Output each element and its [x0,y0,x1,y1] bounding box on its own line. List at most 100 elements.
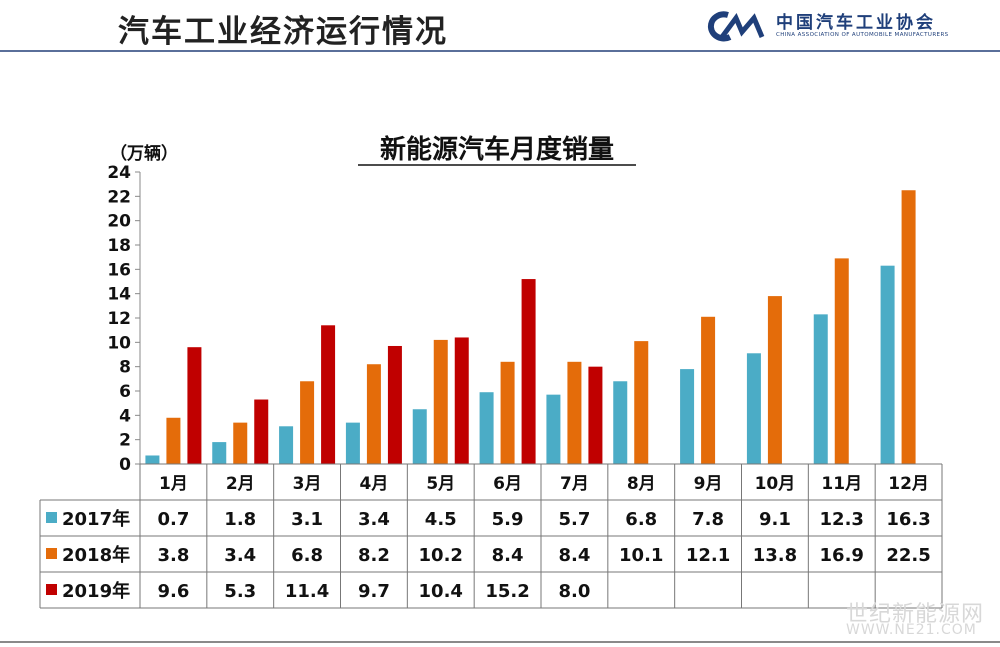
bar-2017 [479,392,494,464]
x-tick-label: 6月 [493,474,522,494]
data-label: 7.8 [692,509,724,530]
bar-2018 [500,361,515,464]
y-tick-label: 8 [119,358,131,378]
page-title: 汽车工业经济运行情况 [118,14,448,50]
x-tick-label: 5月 [426,474,455,494]
x-tick-label: 2月 [226,474,255,494]
data-label: 10.1 [619,545,663,566]
y-tick-label: 0 [119,455,131,475]
data-label: 8.0 [558,581,590,602]
data-label: 22.5 [886,545,930,566]
bar-2017 [212,442,227,464]
x-tick-label: 8月 [627,474,656,494]
logo-chinese-text: 中国汽车工业协会 [776,13,936,33]
data-label: 8.4 [558,545,590,566]
data-label: 12.3 [820,509,864,530]
x-tick-label: 4月 [359,474,388,494]
legend-label: 2017年 [62,508,130,530]
data-label: 11.4 [285,581,329,602]
x-tick-label: 7月 [560,474,589,494]
bar-2018 [701,316,716,464]
bar-2019 [187,347,202,464]
data-label: 8.4 [492,545,524,566]
y-tick-label: 4 [119,406,131,426]
data-label: 8.2 [358,545,390,566]
data-label: 1.8 [224,509,256,530]
data-label: 0.7 [157,509,189,530]
chart-title: 新能源汽车月度销量 [380,134,614,165]
data-label: 9.6 [157,581,189,602]
bar-2018 [366,364,381,464]
legend-swatch-2018 [46,548,57,559]
x-tick-label: 3月 [293,474,322,494]
bar-2019 [321,325,336,464]
bar-2017 [746,353,761,464]
data-label: 12.1 [686,545,730,566]
bar-2018 [634,341,649,464]
bar-2019 [387,345,402,464]
bar-2017 [880,265,895,464]
x-tick-label: 12月 [888,474,929,494]
data-label: 3.1 [291,509,323,530]
legend-swatch-2019 [46,584,57,595]
bar-2018 [767,296,782,464]
legend-swatch-2017 [46,512,57,523]
bar-2018 [300,381,315,464]
bar-2018 [901,190,916,464]
data-label: 6.8 [625,509,657,530]
y-tick-label: 16 [107,260,131,280]
data-label: 13.8 [753,545,797,566]
data-label: 3.4 [224,545,256,566]
x-tick-label: 1月 [159,474,188,494]
bar-2017 [279,426,294,464]
data-label: 15.2 [485,581,529,602]
x-tick-label: 10月 [755,474,796,494]
logo-english-text: CHINA ASSOCIATION OF AUTOMOBILE MANUFACT… [776,32,949,38]
data-label: 16.3 [886,509,930,530]
bar-2017 [412,409,427,464]
y-tick-label: 10 [107,333,131,353]
data-label: 10.2 [419,545,463,566]
bar-2017 [680,369,695,464]
data-label: 6.8 [291,545,323,566]
y-axis-label: （万辆） [110,143,178,164]
bar-2017 [813,314,828,464]
bar-2017 [613,381,628,464]
footer-divider [0,641,1000,643]
bar-2017 [345,422,360,464]
bar-2018 [433,339,448,464]
bar-2019 [588,366,603,464]
legend-label: 2018年 [62,544,130,566]
y-tick-label: 6 [119,382,131,402]
x-tick-label: 9月 [694,474,723,494]
data-label: 10.4 [419,581,463,602]
bar-2017 [546,394,561,464]
x-tick-label: 11月 [821,474,862,494]
y-tick-label: 24 [107,163,131,183]
bar-2019 [454,337,469,464]
bar-2017 [145,455,160,464]
y-tick-label: 20 [107,212,131,232]
data-label: 5.7 [558,509,590,530]
caam-logo-icon [707,11,765,42]
data-label: 3.8 [157,545,189,566]
data-label: 3.4 [358,509,390,530]
y-tick-label: 12 [107,309,131,329]
bar-2018 [166,417,181,464]
watermark-text: 世纪新能源网 [846,602,985,627]
data-label: 5.9 [492,509,524,530]
bar-2018 [567,361,582,464]
y-tick-label: 22 [107,187,131,207]
data-label: 5.3 [224,581,256,602]
bar-2019 [254,399,269,464]
data-label: 4.5 [425,509,457,530]
bar-2018 [233,422,248,464]
data-label: 9.1 [759,509,791,530]
y-tick-label: 14 [107,285,131,305]
legend-label: 2019年 [62,580,130,602]
watermark-url: WWW.NE21.COM [846,622,977,638]
data-label: 9.7 [358,581,390,602]
caam-logo: 中国汽车工业协会 CHINA ASSOCIATION OF AUTOMOBILE… [706,8,986,44]
y-tick-label: 18 [107,236,131,256]
